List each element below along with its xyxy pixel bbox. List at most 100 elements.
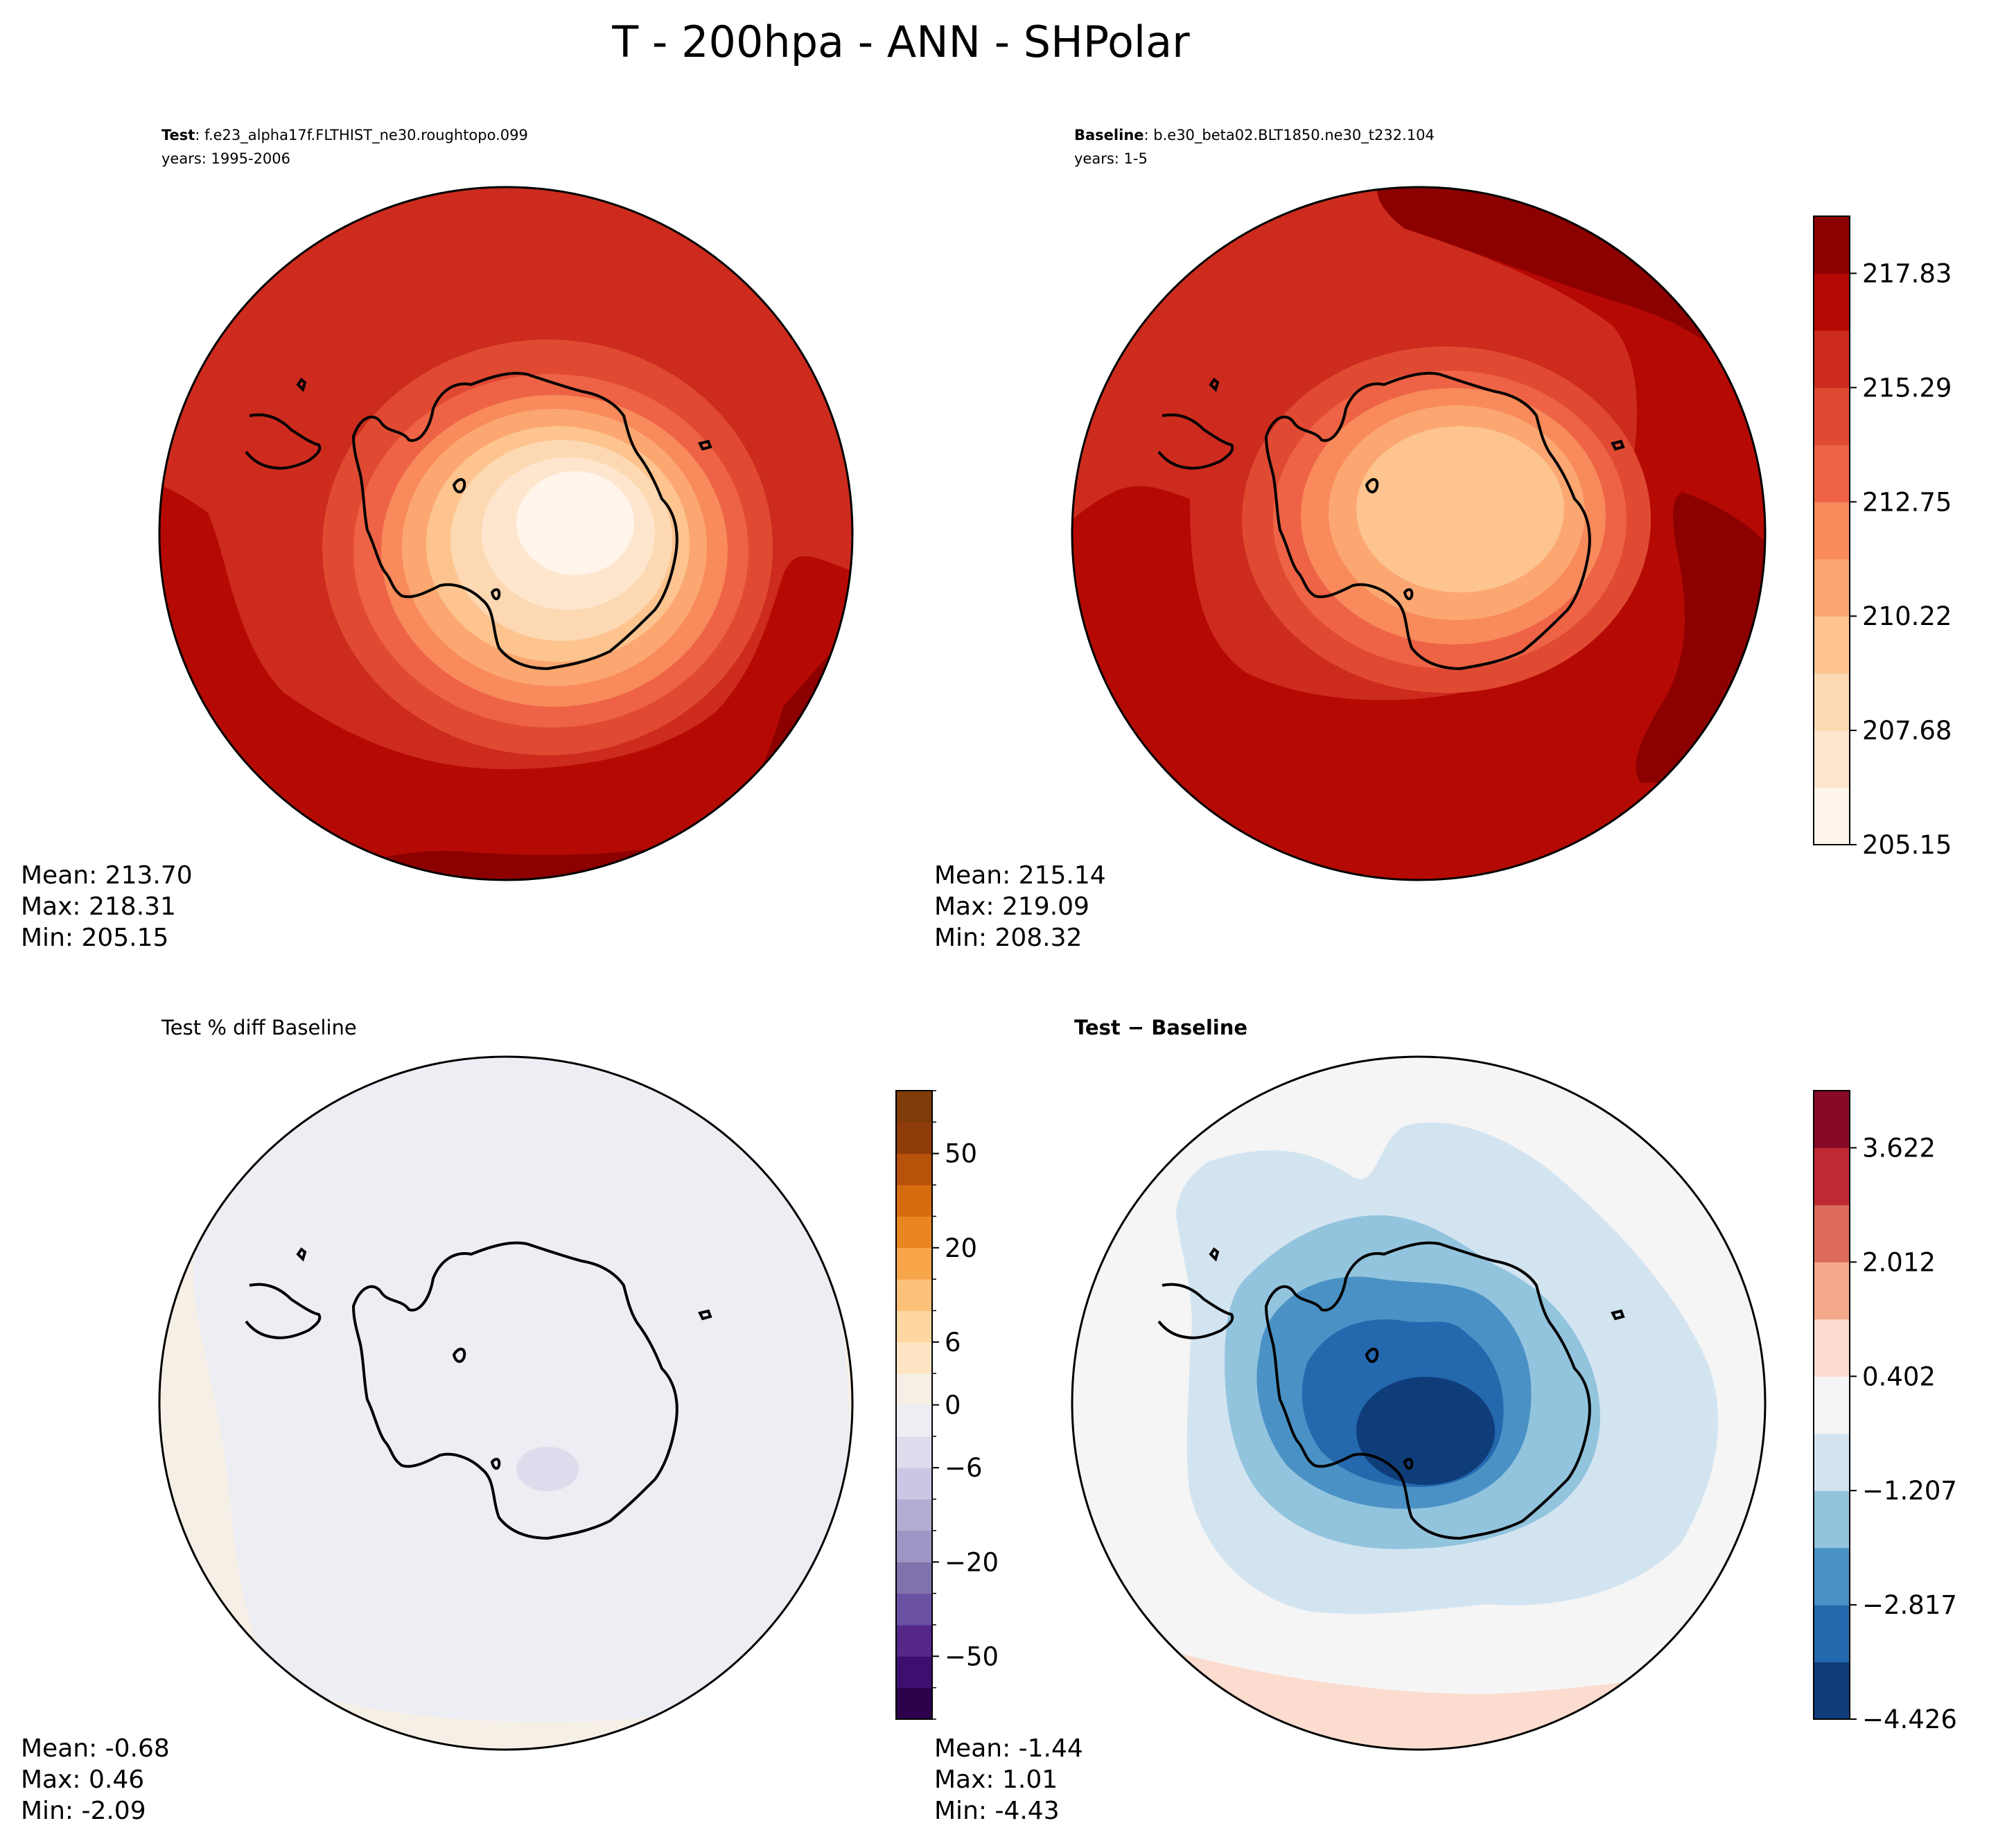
colorbar-diff-tick-label: −2.817 <box>1862 1590 1957 1620</box>
colorbar-absolute-swatch <box>1814 502 1850 560</box>
colorbar-pct-diff-tick-label: 50 <box>945 1139 977 1169</box>
colorbar-pct-diff-swatch <box>896 1373 932 1405</box>
colorbar-diff-swatch <box>1814 1547 1850 1605</box>
colorbar-absolute-swatch <box>1814 558 1850 617</box>
colorbar-pct-diff-tick-label: 20 <box>945 1233 977 1263</box>
test-stat-mean: Mean: 213.70 <box>21 861 193 890</box>
colorbar-pct-diff-swatch <box>896 1153 932 1186</box>
colorbar-diff-tick-label: 0.402 <box>1862 1362 1936 1391</box>
colorbar-absolute-swatch <box>1814 273 1850 331</box>
colorbar-pct-diff-swatch <box>896 1122 932 1154</box>
colorbar-absolute-outline <box>1813 215 1850 845</box>
test-map-boundary <box>158 186 854 881</box>
colorbar-pct-diff-swatch <box>896 1247 932 1280</box>
colorbar-pct-diff-swatch <box>896 1562 932 1594</box>
colorbar-diff-swatch <box>1814 1319 1850 1377</box>
colorbar-pct-diff-swatch <box>896 1185 932 1217</box>
svg-text:Test: f.e23_alpha17f.FLTHIST_n: Test: f.e23_alpha17f.FLTHIST_ne30.rought… <box>161 127 528 144</box>
colorbar-absolute-tick-label: 207.68 <box>1862 716 1952 746</box>
colorbar-pct-diff-swatch <box>896 1310 932 1343</box>
pctdiff-contour-band <box>193 1057 850 1722</box>
baseline-map-boundary <box>1071 186 1767 881</box>
diff-stat-mean: Mean: -1.44 <box>934 1734 1083 1763</box>
colorbar-diff-swatch <box>1814 1147 1850 1206</box>
colorbar-pct-diff-tick-label: −20 <box>945 1547 999 1577</box>
baseline-stat-min: Min: 208.32 <box>934 924 1082 952</box>
colorbar-absolute-tick-label: 217.83 <box>1862 258 1952 288</box>
colorbar-diff-outline <box>1813 1090 1850 1720</box>
colorbar-absolute-swatch <box>1814 787 1850 845</box>
colorbar-pct-diff-swatch <box>896 1468 932 1500</box>
panel-test: Test: f.e23_alpha17f.FLTHIST_ne30.rought… <box>21 127 854 952</box>
test-stat-max: Max: 218.31 <box>21 892 176 921</box>
test-years: years: 1995-2006 <box>161 150 290 167</box>
diff-contour-map <box>1072 1057 1765 1750</box>
figure-title: T - 200hpa - ANN - SHPolar <box>611 17 1190 67</box>
diff-stat-min: Min: -4.43 <box>934 1797 1060 1825</box>
colorbar-pct-diff-tick-label: 0 <box>945 1391 961 1420</box>
baseline-contour-map <box>1072 187 1765 880</box>
baseline-stat-max: Max: 219.09 <box>934 892 1089 921</box>
colorbar-diff-tick-label: −1.207 <box>1862 1476 1957 1506</box>
colorbar-pct-diff: −50 −20 −6 0 6 20 50 <box>895 1090 999 1720</box>
colorbar-diff-swatch <box>1814 1376 1850 1434</box>
colorbar-pct-diff-swatch <box>896 1216 932 1249</box>
colorbar-absolute-swatch <box>1814 444 1850 502</box>
diff-contour-band <box>1356 1377 1495 1485</box>
colorbar-absolute-tick-label: 212.75 <box>1862 487 1952 517</box>
colorbar-absolute-tick-label: 210.22 <box>1862 601 1952 631</box>
colorbar-absolute-swatch <box>1814 330 1850 388</box>
test-contour-band <box>516 471 634 575</box>
colorbar-pct-diff-swatch <box>896 1593 932 1626</box>
pctdiff-stat-max: Max: 0.46 <box>21 1766 144 1794</box>
test-label-rest: : f.e23_alpha17f.FLTHIST_ne30.roughtopo.… <box>195 127 528 144</box>
colorbar-diff-swatch <box>1814 1262 1850 1320</box>
baseline-label-bold: Baseline <box>1074 127 1144 143</box>
diff-title: Test − Baseline <box>1074 1016 1247 1039</box>
colorbar-absolute-swatch <box>1814 673 1850 731</box>
colorbar-absolute-swatch <box>1814 616 1850 674</box>
colorbar-absolute-tick-label: 205.15 <box>1862 830 1952 860</box>
colorbar-diff-tick-label: 3.622 <box>1862 1133 1936 1163</box>
colorbar-pct-diff-swatch <box>896 1499 932 1531</box>
colorbar-diff-swatch <box>1814 1490 1850 1549</box>
colorbar-pct-diff-tick-label: −50 <box>945 1642 999 1671</box>
colorbar-diff-swatch <box>1814 1605 1850 1663</box>
panel-pct-diff: Test % diff Baseline Mean: -0.68 Max: 0.… <box>21 1016 854 1825</box>
colorbar-pct-diff-tick-label: −6 <box>945 1453 983 1483</box>
colorbar-absolute-swatch <box>1814 730 1850 789</box>
colorbar-pct-diff-swatch <box>896 1279 932 1311</box>
colorbar-absolute-tick-label: 215.29 <box>1862 373 1952 403</box>
baseline-contour-band <box>1356 426 1564 592</box>
colorbar-diff-swatch <box>1814 1662 1850 1720</box>
test-contour-map <box>159 187 852 880</box>
panel-baseline: Baseline: b.e30_beta02.BLT1850.ne30_t232… <box>934 127 1767 952</box>
baseline-years: years: 1-5 <box>1074 150 1148 167</box>
pctdiff-contour-band <box>516 1447 579 1491</box>
colorbar-pct-diff-swatch <box>896 1091 932 1123</box>
colorbar-diff: −4.426 −2.817 −1.207 0.402 2.012 3.622 <box>1813 1090 1957 1734</box>
baseline-stat-mean: Mean: 215.14 <box>934 861 1106 890</box>
pctdiff-stat-min: Min: -2.09 <box>21 1797 146 1825</box>
colorbar-diff-swatch <box>1814 1433 1850 1491</box>
colorbar-pct-diff-swatch <box>896 1656 932 1689</box>
baseline-label-rest: : b.e30_beta02.BLT1850.ne30_t232.104 <box>1144 127 1435 144</box>
diff-map-boundary <box>1071 1055 1767 1751</box>
colorbar-diff-tick-label: 2.012 <box>1862 1247 1936 1277</box>
test-label-bold: Test <box>161 127 195 143</box>
colorbar-pct-diff-swatch <box>896 1687 932 1720</box>
pctdiff-title: Test % diff Baseline <box>161 1016 357 1039</box>
colorbar-absolute-swatch <box>1814 216 1850 274</box>
colorbar-pct-diff-swatch <box>896 1436 932 1468</box>
colorbar-pct-diff-swatch <box>896 1530 932 1563</box>
colorbar-pct-diff-swatch <box>896 1405 932 1437</box>
panel-diff: Test − Baseline Mean: -1.44 Max: 1.01 Mi… <box>934 1016 1767 1825</box>
colorbar-diff-tick-label: −4.426 <box>1862 1705 1957 1734</box>
colorbar-absolute: 205.15 207.68 210.22 212.75 215.29 217.83 <box>1813 215 1952 860</box>
svg-text:Baseline: b.e30_beta02.BLT1850: Baseline: b.e30_beta02.BLT1850.ne30_t232… <box>1074 127 1435 144</box>
colorbar-diff-swatch <box>1814 1091 1850 1148</box>
colorbar-pct-diff-swatch <box>896 1341 932 1374</box>
colorbar-absolute-swatch <box>1814 387 1850 446</box>
diff-stat-max: Max: 1.01 <box>934 1766 1058 1794</box>
